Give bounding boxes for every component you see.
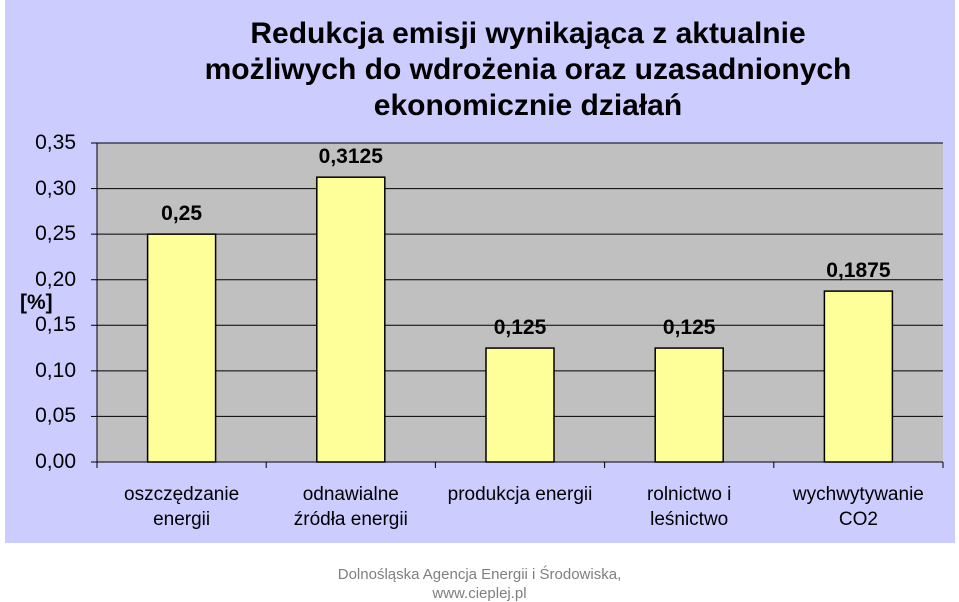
y-tick-label: 0,25 [35,222,76,246]
x-tick-label: oszczędzanie energii [124,484,240,530]
y-axis-label: [%] [20,291,53,314]
footer-line: www.cieplej.pl [432,585,527,602]
value-label: 0,125 [493,316,547,340]
bar [485,347,555,463]
bar [654,347,724,463]
value-label: 0,25 [161,202,203,226]
footer-line: Dolnośląska Agencja Energii i Środowiska… [337,566,622,583]
chart-title: Redukcja emisji wynikająca z aktualnie m… [204,17,852,122]
x-tick-label: produkcja energii [447,484,593,505]
y-tick-label: 0,30 [35,176,76,200]
x-tick-label: rolnictwo i leśnictwo [646,484,732,530]
y-tick-label: 0,35 [35,131,76,154]
x-tick-label: odnawialne źródła energii [293,484,408,530]
y-tick-label: 0,15 [35,313,76,337]
y-tick-label: 0,00 [35,450,76,473]
x-tick-label: wychwytywanie CO2 [792,484,924,530]
value-label: 0,125 [662,316,716,340]
bar [146,233,217,463]
bar [823,290,894,463]
y-tick-label: 0,05 [35,404,76,428]
y-tick-label: 0,10 [35,358,76,382]
value-label: 0,3125 [318,145,383,169]
y-tick-label: 0,20 [35,267,76,291]
value-label: 0,1875 [826,259,891,283]
bar [316,176,386,463]
